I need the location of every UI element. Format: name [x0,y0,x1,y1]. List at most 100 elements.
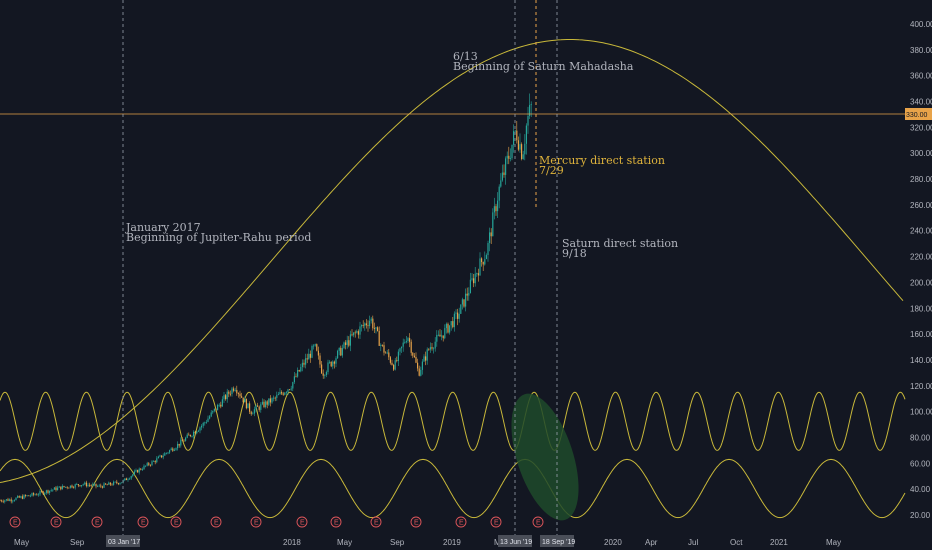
candle-body [5,499,7,501]
candle-body [149,464,151,466]
candle-body [242,397,244,403]
candle-body [69,485,71,488]
candle-body [159,455,161,457]
candle-body [26,495,28,497]
candle-body [196,431,198,434]
candle-body [226,391,228,400]
candle-body [297,370,299,377]
date-marker-station-text: 18 Sep '19 [542,539,575,546]
event-marker-label: E [214,520,219,527]
candle-body [204,422,206,424]
candle-body [57,487,59,491]
candle-body [356,331,358,333]
candle-body [522,154,524,160]
candle-body [85,482,87,487]
candle-body [185,437,187,441]
candle-body [285,392,287,393]
candle-body [170,448,172,451]
candle-body [113,481,115,485]
candle-body [399,348,401,352]
date-marker-saturn-text: 13 Jun '19 [500,539,532,546]
highlight-ellipse [511,393,579,521]
candle-body [330,361,332,367]
saturn-station-text-label: Saturn direct station [562,237,678,250]
event-marker-circle [455,516,467,528]
candle-body [260,404,262,410]
candle-body [89,484,91,486]
candle-body [445,323,447,329]
candle-body [249,403,251,412]
candle-body [76,484,78,485]
y-tick-label: 220.00 [910,253,932,262]
candle-body [143,465,145,470]
candle-body [511,144,513,159]
date-marker-saturn: 13 Jun '19 [498,535,532,547]
candle-body [119,483,121,485]
candle-body [63,485,65,488]
candle-body [45,490,47,493]
candle-body [266,401,268,405]
candle-body [447,323,449,333]
candle-body [79,485,81,487]
price-badge: 330.00 [905,108,932,120]
candle-body [53,487,55,490]
candle-body [378,330,380,346]
candle-body [132,474,134,477]
candle-body [180,439,182,446]
candle-body [213,408,215,411]
candle-body [109,482,111,485]
candle-body [137,470,139,473]
candle-body [503,172,505,175]
candle-body [485,255,487,260]
candle-body [409,338,411,342]
candle-body [2,501,4,503]
candle-body [167,452,169,454]
saturn-date-label: 6/13 [453,50,478,63]
x-tick-label: 2018 [283,538,301,547]
candle-body [420,369,422,376]
candle-body [0,500,1,502]
candle-body [234,389,236,391]
candle-body [338,347,340,351]
y-tick-label: 140.00 [910,356,932,365]
x-axis: MaySep2018MaySep2019Ma2020AprJulOct2021M… [14,538,841,547]
candle-body [335,358,337,364]
candle-body [209,416,211,419]
candle-body [90,485,92,487]
candle-body [154,461,156,463]
candle-body [474,273,476,284]
candle-body [244,399,246,403]
candle-body [498,186,500,201]
candle-body [205,421,207,423]
candle-body [114,481,116,483]
candle-body [295,376,297,378]
candle-body [463,299,465,307]
candle-body [487,243,489,256]
candle-body [233,388,235,391]
candle-body [108,482,110,485]
event-marker-label: E [13,520,18,527]
date-marker-jupiter: 03 Jan '17 [106,535,140,547]
candle-body [4,500,6,502]
candle-body [175,448,177,450]
candle-body [519,144,521,150]
event-marker-label: E [414,520,419,527]
candle-body [431,347,433,349]
price-candles [0,93,532,504]
candle-body [306,358,308,360]
event-marker-circle [50,516,62,528]
candle-body [145,465,147,467]
candle-body [228,391,230,394]
candle-body [186,434,188,438]
candle-body [452,321,454,328]
candle-body [162,455,164,458]
candle-body [212,410,214,413]
candle-body [381,344,383,346]
candle-body [15,497,17,501]
candle-body [322,373,324,376]
y-tick-label: 300.00 [910,149,932,158]
candle-body [23,495,25,499]
candle-body [241,396,243,398]
event-marker-circle [170,516,182,528]
